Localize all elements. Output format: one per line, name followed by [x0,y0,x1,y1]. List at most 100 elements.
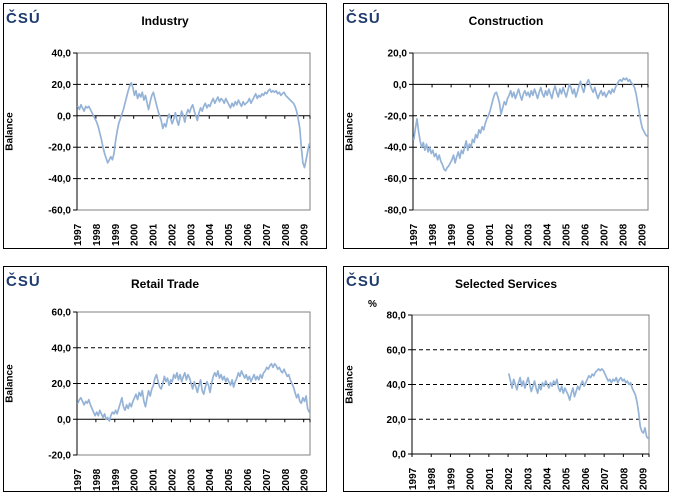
chart-selected-services: ČSÚ Selected Services Balance % 80,0 60,0… [343,266,669,492]
chart-title-retail-trade: Retail Trade [130,277,200,291]
y-tick-label: 20,0 [387,415,407,426]
x-year-labels: 1997 1998 1999 2000 2001 2002 2003 2004 2005 2006… [408,467,650,490]
gridlines [412,349,649,420]
x-year-label: 2002 [504,467,515,490]
x-year-label: 2008 [281,468,292,491]
x-year-label: 2005 [562,467,573,490]
x-year-label: 2006 [580,223,591,246]
y-tick-label: -80,0 [384,206,407,217]
y-tick-label: 40,0 [52,343,72,354]
x-year-label: 1997 [73,468,84,491]
y-axis [409,52,414,211]
x-axis [412,83,649,88]
x-year-label: 2001 [149,223,160,246]
csu-logo: ČSÚ [346,273,381,290]
x-year-label: 2009 [638,223,649,246]
y-tick-label: 60,0 [52,308,72,319]
y-tick-label: -60,0 [384,174,407,185]
x-year-label: 2003 [186,223,197,246]
chart-title-selected-services: Selected Services [454,277,558,291]
x-year-label: 2000 [466,467,477,490]
x-year-label: 1997 [409,223,420,246]
x-year-label: 2007 [600,467,611,490]
y-tick-label: 40,0 [387,380,407,391]
x-year-label: 2001 [485,223,496,246]
chart-retail-trade: ČSÚ Retail Trade Balance 60,0 40,0 20,0 0,0… [3,266,327,492]
chart-title-construction: Construction [468,14,544,28]
x-year-label: 1998 [92,223,103,246]
gridlines [77,347,310,384]
y-axis [73,311,78,456]
x-year-labels: 1997 1998 1999 2000 2001 2002 2003 2004 2005 2006… [73,223,311,246]
x-year-label: 2009 [300,223,311,246]
x-year-label: 2004 [542,223,553,246]
x-year-label: 2009 [639,467,650,490]
x-year-label: 2002 [504,223,515,246]
x-year-label: 1999 [111,223,122,246]
x-year-label: 2005 [224,223,235,246]
chart-construction: ČSÚ Construction Balance 20,0 0,0 -20,0 -40… [343,3,669,249]
y-tick-label: -20,0 [384,111,407,122]
gridlines [77,83,310,180]
y-tick-labels: 20,0 0,0 -20,0 -40,0 -60,0 -80,0 [384,49,407,217]
y-tick-label: 0,0 [393,80,407,91]
x-year-label: 2007 [262,468,273,491]
percent-unit-label: % [368,299,377,310]
y-tick-label: -20,0 [48,143,71,154]
series-line [76,362,311,422]
plot-area [76,52,311,211]
y-tick-label: 0,0 [57,415,71,426]
y-tick-label: 20,0 [388,49,408,60]
y-axis [408,314,413,455]
x-year-label: 2008 [281,223,292,246]
x-year-label: 1999 [111,468,122,491]
y-tick-labels: 60,0 40,0 20,0 0,0 -20,0 [48,308,71,462]
x-year-label: 2008 [619,223,630,246]
x-year-label: 2003 [523,467,534,490]
chart-industry: ČSÚ Industry Balance 40,0 20,0 0,0 -20,0 -40… [3,3,327,249]
x-year-labels: 1997 1998 1999 2000 2001 2002 2003 2004 2005 2006… [409,223,649,246]
csu-logo: ČSÚ [346,10,381,27]
x-year-label: 2004 [205,223,216,246]
x-year-label: 2006 [581,467,592,490]
series-line [76,81,311,169]
x-year-label: 2003 [186,468,197,491]
y-tick-label: 60,0 [387,345,407,356]
y-tick-labels: 40,0 20,0 0,0 -20,0 -40,0 -60,0 [48,49,71,217]
x-year-label: 2002 [167,223,178,246]
chart-title-industry: Industry [141,14,189,28]
x-year-label: 2004 [205,468,216,491]
x-year-label: 2001 [485,467,496,490]
x-year-label: 2004 [543,467,554,490]
x-year-label: 1999 [446,467,457,490]
x-year-label: 1998 [428,223,439,246]
y-tick-label: -40,0 [48,174,71,185]
x-year-label: 2005 [561,223,572,246]
x-year-label: 2005 [224,468,235,491]
y-tick-label: 40,0 [52,49,72,60]
x-year-label: 2006 [243,223,254,246]
y-tick-label: 80,0 [387,311,407,322]
x-year-label: 2002 [167,468,178,491]
x-year-label: 2006 [243,468,254,491]
csu-logo: ČSÚ [6,273,41,290]
x-year-label: 2000 [466,223,477,246]
y-tick-label: 20,0 [52,80,72,91]
y-tick-label: -20,0 [48,451,71,462]
x-year-label: 2003 [523,223,534,246]
x-axis [76,418,311,423]
x-year-labels: 1997 1998 1999 2000 2001 2002 2003 2004 2005 2006… [73,468,311,491]
series-line [412,77,649,172]
x-year-label: 2007 [262,223,273,246]
y-tick-label: -40,0 [384,143,407,154]
x-year-label: 2009 [300,468,311,491]
x-year-label: 1999 [447,223,458,246]
y-tick-label: 0,0 [57,111,71,122]
x-year-label: 2008 [619,467,630,490]
x-axis [76,115,311,119]
x-year-label: 1998 [92,468,103,491]
y-tick-label: 20,0 [52,379,72,390]
